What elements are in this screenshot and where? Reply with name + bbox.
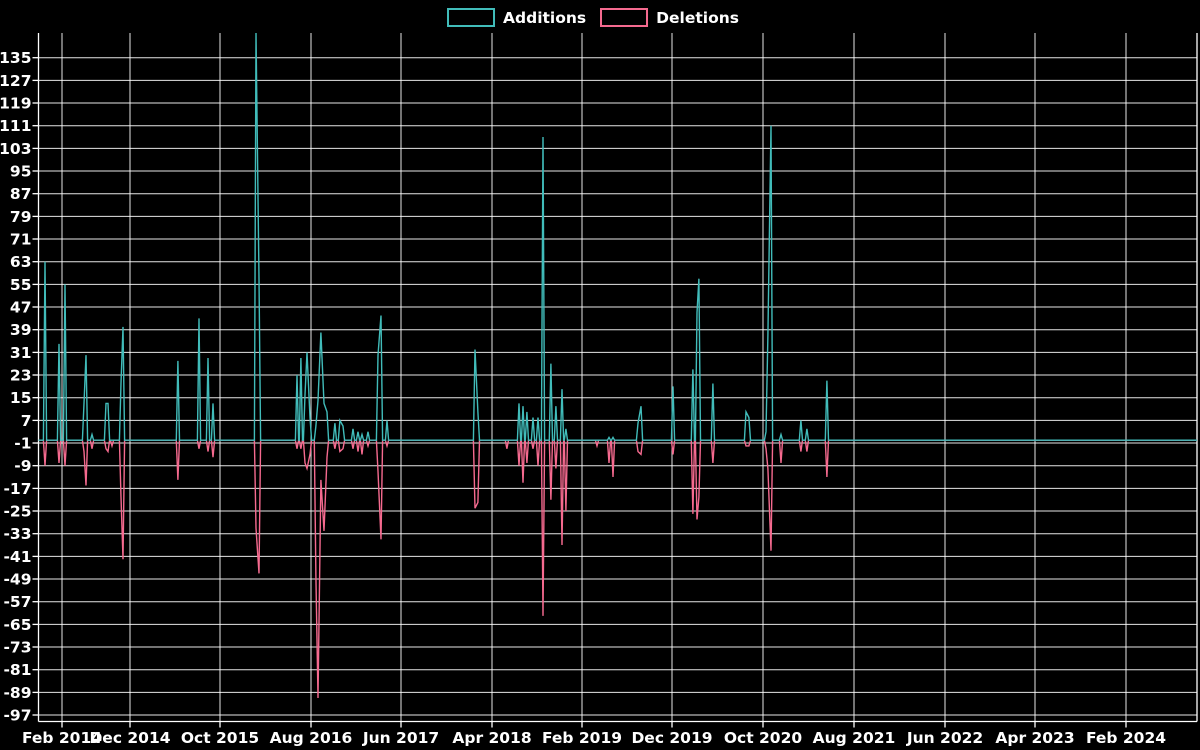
legend-swatch-additions — [447, 8, 496, 27]
x-tick-label: Jun 2022 — [906, 729, 983, 747]
legend-swatch-deletions — [600, 8, 649, 27]
legend: Additions Deletions — [447, 8, 753, 27]
x-tick-label: Oct 2015 — [181, 729, 259, 747]
y-tick-label: 127 — [0, 72, 32, 90]
axes-spines — [32, 33, 1198, 728]
y-tick-label: -17 — [3, 480, 31, 498]
y-tick-label: -41 — [3, 548, 31, 566]
y-tick-label: -33 — [3, 525, 31, 543]
y-tick-labels: 135 127 119 111 103 95 87 79 71 63 55 47 39 31 23 15 7 -1… — [0, 49, 32, 724]
y-tick-label: 87 — [10, 185, 32, 203]
y-tick-label: 135 — [0, 49, 32, 67]
y-tick-label: -89 — [3, 684, 31, 702]
y-tick-label: -81 — [3, 661, 31, 679]
y-tick-label: -49 — [3, 571, 31, 589]
gridlines — [38, 33, 1197, 722]
y-tick-label: 79 — [10, 208, 32, 226]
x-tick-label: Feb 2014 — [22, 729, 102, 747]
y-tick-label: -73 — [3, 639, 31, 657]
x-tick-label: Oct 2020 — [724, 729, 803, 747]
y-tick-label: -97 — [3, 707, 31, 725]
legend-label-additions: Additions — [503, 8, 587, 27]
y-tick-label: 23 — [10, 367, 32, 385]
y-tick-label: 7 — [21, 412, 32, 430]
y-tick-label: -25 — [3, 503, 31, 521]
y-tick-label: -57 — [3, 593, 31, 611]
x-tick-label: Apr 2018 — [452, 729, 531, 747]
x-tick-label: Feb 2024 — [1086, 729, 1166, 747]
x-tick-label: Apr 2023 — [995, 729, 1074, 747]
x-tick-label: Aug 2016 — [270, 729, 353, 747]
y-tick-label: 15 — [10, 389, 32, 407]
additions-line — [38, 33, 1197, 441]
x-tick-label: Dec 2019 — [631, 729, 712, 747]
y-tick-label: 111 — [0, 117, 32, 135]
y-tick-label: 31 — [10, 344, 32, 362]
deletions-line — [38, 439, 1197, 699]
y-tick-label: 55 — [10, 276, 32, 294]
y-tick-label: 39 — [10, 321, 32, 339]
x-tick-label: Dec 2014 — [89, 729, 170, 747]
x-tick-label: Feb 2019 — [542, 729, 622, 747]
y-tick-label: 71 — [10, 231, 32, 249]
y-tick-label: 103 — [0, 140, 32, 158]
y-tick-label: 47 — [10, 299, 32, 317]
y-tick-label: 63 — [10, 253, 32, 271]
x-tick-label: Jun 2017 — [362, 729, 439, 747]
y-tick-label: -65 — [3, 616, 31, 634]
legend-label-deletions: Deletions — [656, 8, 739, 27]
x-tick-label: Aug 2021 — [813, 729, 896, 747]
y-tick-label: 95 — [10, 163, 32, 181]
y-tick-label: -1 — [14, 435, 31, 453]
y-tick-label: 119 — [0, 95, 32, 113]
y-tick-label: -9 — [14, 457, 31, 475]
